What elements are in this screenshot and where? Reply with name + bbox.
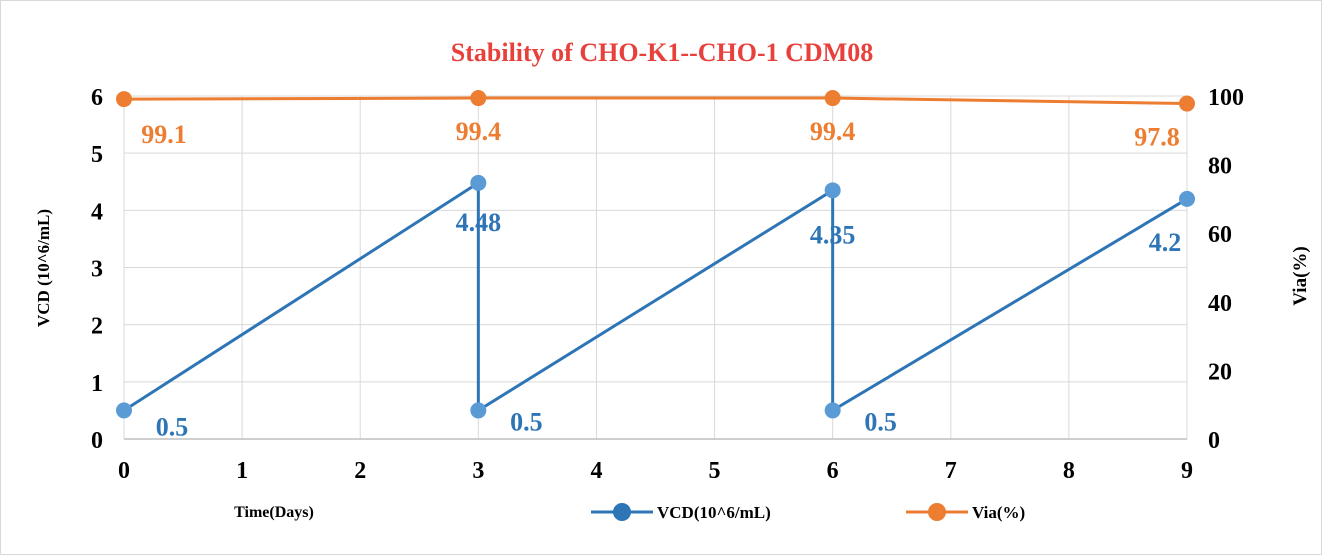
legend-vcd-label: VCD(10^6/mL) [657,503,771,522]
y-tick-label: 2 [91,314,103,340]
x-tick-label: 7 [945,458,957,484]
x-tick-label: 1 [236,458,248,484]
legend: VCD(10^6/mL) Via(%) [591,503,1025,522]
vcd-data-label: 0.5 [156,412,189,441]
y2-axis-title: Via(%) [1290,246,1311,305]
vcd-data-label: 0.5 [864,407,897,436]
via-point [824,90,841,107]
y2-tick-label: 60 [1208,222,1232,248]
y2-tick-label: 40 [1208,291,1232,317]
y-tick-label: 1 [91,371,103,397]
chart-title: Stability of CHO-K1--CHO-1 CDM08 [451,38,873,67]
via-point [1179,95,1195,112]
x-tick-label: 2 [354,458,366,484]
via-point [470,90,487,107]
vcd-point [824,402,841,419]
y-tick-label: 5 [91,142,103,168]
vcd-data-label: 4.48 [456,208,502,237]
x-tick-label: 8 [1063,458,1075,484]
x-axis-title: Time(Days) [234,504,314,521]
y-tick-label: 0 [91,428,103,454]
legend-via-label: Via(%) [972,503,1025,522]
legend-via-marker [928,503,946,521]
via-point [116,91,132,108]
via-line [123,96,1188,106]
legend-vcd-marker [613,503,631,521]
y2-tick-label: 100 [1208,85,1244,111]
y2-tick-label: 80 [1208,154,1232,180]
y-tick-label: 6 [91,85,103,111]
x-tick-label: 5 [709,458,721,484]
grid [124,95,1187,439]
x-tick-label: 3 [472,458,484,484]
via-data-label: 99.4 [810,117,856,146]
y-tick-label: 3 [91,257,103,283]
x-tick-label: 9 [1181,458,1193,484]
vcd-data-label: 4.2 [1149,228,1182,257]
vcd-line [123,180,1188,414]
x-tick-label: 6 [827,458,839,484]
vcd-point [824,182,841,199]
y-tick-label: 4 [91,199,103,225]
vcd-point [116,402,132,419]
series-layer: 99.1 99.4 99.4 97.8 0.5 4.48 0.5 4.35 0.5 4.2 [116,90,1195,441]
via-data-label: 99.4 [456,117,502,146]
vcd-point [1179,190,1195,207]
via-data-label: 97.8 [1134,123,1180,152]
y2-tick-label: 20 [1208,359,1232,385]
y-axis-title: VCD (10^6/mL) [34,209,53,327]
vcd-data-label: 4.35 [810,220,856,249]
vcd-data-label: 0.5 [510,407,543,436]
x-tick-label: 0 [118,458,130,484]
vcd-point [470,402,487,419]
y2-tick-label: 0 [1208,428,1220,454]
x-tick-label: 4 [590,458,602,484]
via-data-label: 99.1 [141,120,187,149]
vcd-point [470,174,487,191]
